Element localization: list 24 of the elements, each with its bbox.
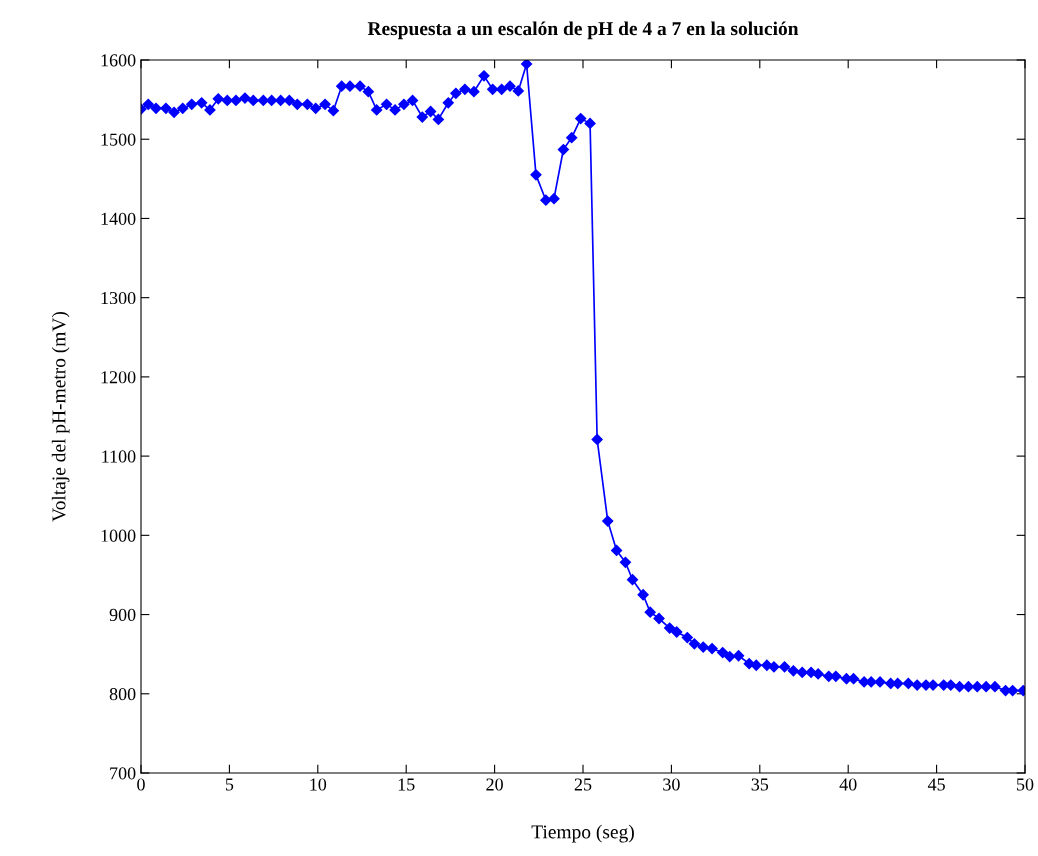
y-axis-title: Voltaje del pH-metro (mV) bbox=[51, 311, 70, 522]
x-tick-label: 35 bbox=[751, 778, 769, 791]
x-tick-label: 5 bbox=[225, 778, 234, 791]
y-tick-label: 1200 bbox=[101, 371, 136, 384]
x-tick-label: 0 bbox=[137, 778, 145, 791]
y-tick-label: 800 bbox=[109, 688, 136, 701]
y-tick-label: 1100 bbox=[102, 450, 136, 463]
x-tick-label: 25 bbox=[574, 778, 592, 791]
x-tick-label: 30 bbox=[663, 778, 680, 791]
y-tick-label: 1400 bbox=[101, 212, 136, 225]
x-tick-label: 50 bbox=[1017, 778, 1034, 791]
x-tick-label: 45 bbox=[927, 778, 945, 791]
y-tick-label: 900 bbox=[109, 608, 136, 621]
x-tick-label: 20 bbox=[486, 778, 503, 791]
x-axis-title: Tiempo (seg) bbox=[531, 824, 634, 843]
y-tick-label: 1300 bbox=[101, 291, 136, 305]
y-tick-label: 1000 bbox=[101, 529, 136, 542]
y-tick-label: 1500 bbox=[101, 133, 136, 146]
y-tick-label: 700 bbox=[110, 767, 136, 780]
x-tick-label: 40 bbox=[839, 778, 857, 791]
x-tick-label: 10 bbox=[310, 778, 327, 791]
chart-title: Respuesta a un escalón de pH de 4 a 7 en la solución bbox=[367, 21, 799, 40]
x-tick-label: 15 bbox=[398, 778, 415, 791]
y-tick-label: 1600 bbox=[101, 54, 136, 67]
